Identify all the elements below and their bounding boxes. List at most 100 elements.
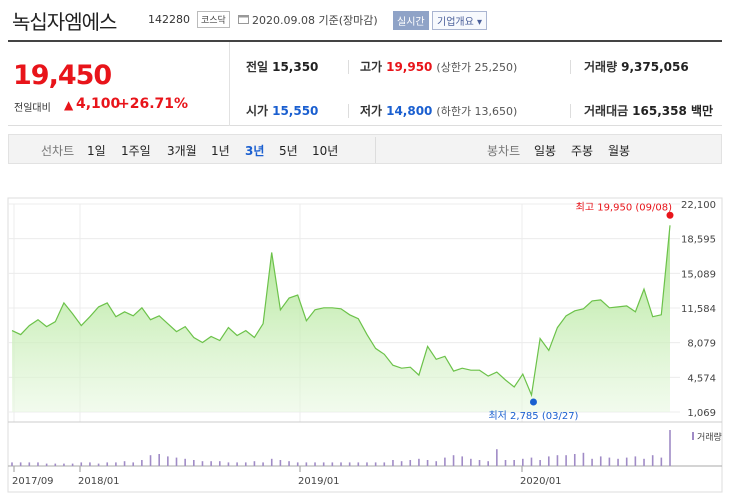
volume-bar [660,457,663,466]
current-price-box: 19,450 전일대비 ▲ 4,100 +26.71% [8,42,230,126]
volume-bar [253,461,256,466]
volume-bar [288,461,290,466]
volume-bar [218,461,221,466]
volume-bar [97,463,100,466]
stock-code: 142280 [148,13,190,26]
volume-bar [201,461,204,466]
volume-legend-swatch [692,432,694,440]
volume-bar [608,457,611,466]
volume-bar [426,460,429,466]
line-chart-label: 선차트 [41,144,75,158]
chart-frame [7,197,723,493]
volume-bar [409,460,412,466]
volume-bar [651,455,654,466]
volume-bar [314,462,316,466]
tab-3year[interactable]: 3년 [245,144,265,158]
volume-bar [106,462,109,466]
tab-1year[interactable]: 1년 [211,144,230,158]
volume-bar [167,456,169,466]
header: 녹십자엠에스 142280 코스닥 2020.09.08 기준(장마감) 실시간… [0,0,730,40]
volume-bar [348,462,351,466]
base-date: 2020.09.08 기준(장마감) [252,14,378,27]
realtime-button[interactable]: 실시간 [393,11,429,30]
tab-10year[interactable]: 10년 [312,144,339,158]
y-tick-label: 15,089 [681,269,716,280]
volume-bar [141,460,143,466]
candle-chart-label: 봉차트 [487,144,521,158]
volume-bar [565,455,567,466]
volume-bar [54,463,57,466]
tab-3month[interactable]: 3개월 [167,144,197,158]
volume-bar [634,456,637,466]
volume-bar [37,462,39,466]
volume-bar [392,460,394,466]
market-badge: 코스닥 [197,11,230,28]
change-value: 4,100 [76,96,121,112]
volume-bar [599,456,602,466]
volume-bar [28,462,31,466]
change-label: 전일대비 [14,103,51,114]
company-info-dropdown[interactable]: 기업개요 ▾ [432,11,487,30]
volume-bar [262,462,264,466]
stock-name: 녹십자엠에스 [12,10,117,34]
volume-bar [340,462,342,466]
volume-bar [504,460,507,466]
volume-bar [115,462,117,466]
volume-bar [357,462,360,466]
volume-bar [435,461,438,466]
chart-tabs: 선차트 1일 1주일 3개월 1년 3년 5년 10년 봉차트 일봉 주봉 월봉 [8,134,722,164]
volume-bar [296,462,299,466]
volume-bar [270,458,273,466]
volume-bar [366,462,368,466]
volume-bar [556,455,559,466]
volume-bar [210,461,212,466]
volume-bar [193,460,195,466]
current-price: 19,450 [13,60,112,91]
volume-bar [625,457,628,466]
y-tick-label: 8,079 [687,339,716,350]
volume-bar [158,454,160,466]
volume-bar [478,460,481,466]
up-arrow-icon: ▲ [64,98,74,112]
volume-bar [470,458,472,466]
tab-1day[interactable]: 1일 [87,144,106,158]
volume-bar [80,462,83,466]
volume-bar [400,461,403,466]
tab-1week[interactable]: 1주일 [121,144,151,158]
tab-5year[interactable]: 5년 [279,144,298,158]
open-price: 시가 15,550 [246,104,319,118]
y-tick-label: 22,100 [681,200,716,211]
volume-bar [496,449,498,466]
volume-bar [669,430,671,466]
price-area [11,225,671,412]
max-point-marker [666,211,674,219]
low-price: 저가 14,800 (하한가 13,650) [360,104,518,118]
high-price: 고가 19,950 (상한가 25,250) [360,60,518,74]
price-area-fill [12,225,670,412]
x-tick-label: 2020/01 [520,476,562,487]
tab-weekly-candle[interactable]: 주봉 [571,144,594,158]
min-point-marker [529,398,537,406]
max-annotation: 최고 19,950 (09/08) [576,201,672,213]
volume-bar [461,456,464,466]
x-tick-label: 2017/09 [12,476,54,487]
volume-bar [63,463,65,466]
chart-axes: 22,100 18,595 15,089 11,584 8,079 4,574 1,069 2… [12,200,716,487]
change-percent: +26.71% [118,96,189,112]
y-tick-label: 4,574 [687,373,716,384]
tab-daily-candle[interactable]: 일봉 [534,144,557,158]
volume-bar [374,462,377,466]
volume-bar [418,458,420,466]
volume-bars: 거래량 [11,430,722,466]
volume-bar [123,461,126,466]
volume-bar [89,462,91,466]
chart-annotations: 최고 19,950 (09/08) 최저 2,785 (03/27) [488,201,674,422]
volume-bar [236,462,238,466]
volume-bar [45,463,48,466]
tab-monthly-candle[interactable]: 월봉 [608,144,631,158]
prev-close: 전일 15,350 [246,60,319,74]
volume-bar [617,458,619,466]
price-summary: 19,450 전일대비 ▲ 4,100 +26.71% 전일 15,350 고가 1… [8,40,722,126]
price-line [11,225,671,398]
